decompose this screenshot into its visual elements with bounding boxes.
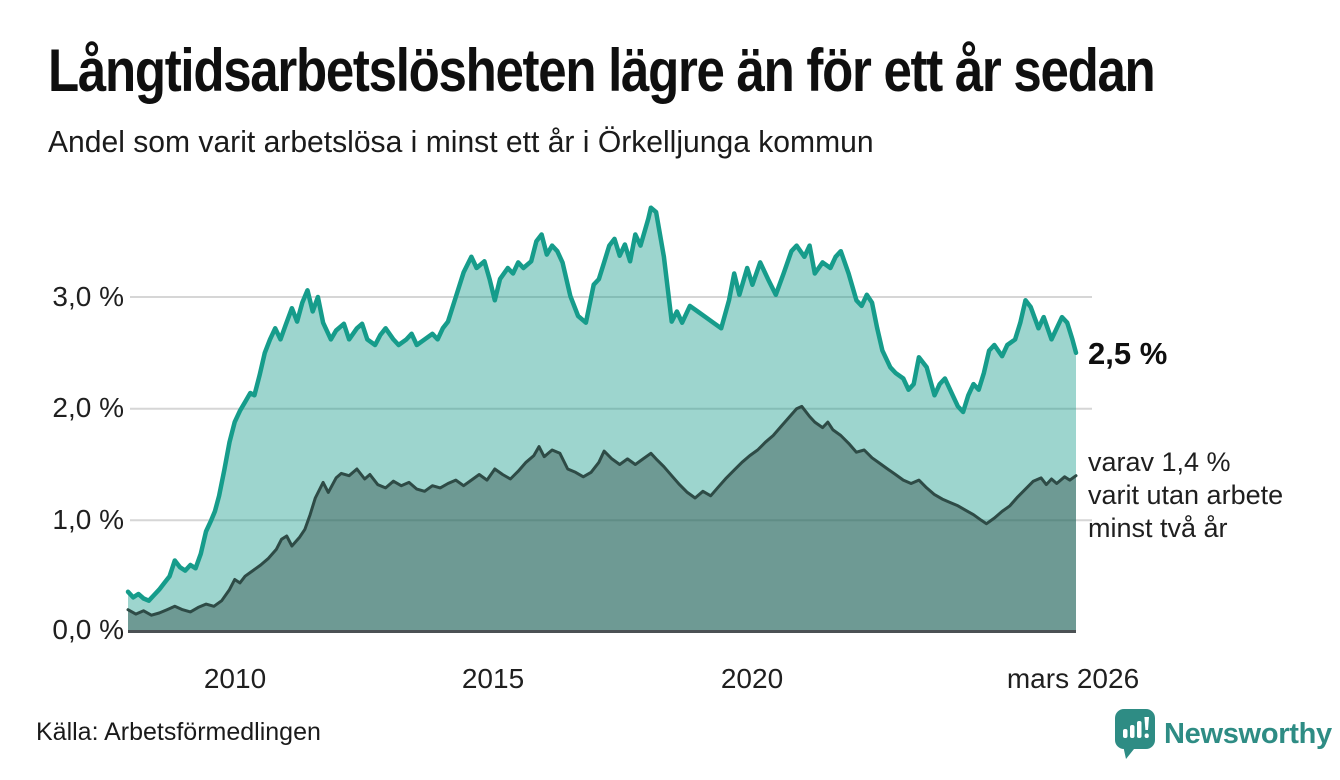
page-subtitle: Andel som varit arbetslösa i minst ett å… bbox=[48, 124, 874, 159]
line-minst-tva-ar bbox=[126, 404, 1078, 617]
x-tick-mars-2026: mars 2026 bbox=[1006, 663, 1140, 694]
area-minst-tva-ar bbox=[128, 406, 1076, 632]
line-minst-ett-ar bbox=[125, 205, 1079, 603]
y-tick-2: 2,0 % bbox=[52, 392, 124, 423]
y-tick-0: 0,0 % bbox=[52, 614, 124, 645]
page-title: Långtidsarbetslösheten lägre än för ett … bbox=[48, 37, 1156, 104]
area-minst-ett-ar bbox=[128, 207, 1076, 632]
x-tick-2015: 2015 bbox=[461, 663, 525, 694]
x-tick-2010: 2010 bbox=[203, 663, 267, 694]
newsworthy-wordmark: Newsworthy bbox=[1164, 717, 1332, 750]
secondary-value-label: varav 1,4 % varit utan arbete minst två … bbox=[1088, 447, 1284, 543]
newsworthy-logo[interactable]: Newsworthy bbox=[1114, 708, 1332, 760]
newsworthy-bubble-chart-icon bbox=[1115, 709, 1155, 759]
latest-value-label: 2,5 % bbox=[1088, 336, 1168, 371]
gridlines bbox=[130, 296, 1092, 522]
y-tick-3: 3,0 % bbox=[52, 281, 124, 312]
y-tick-1: 1,0 % bbox=[52, 504, 124, 535]
source-credit: Källa: Arbetsförmedlingen bbox=[36, 718, 321, 746]
x-tick-2020: 2020 bbox=[720, 663, 784, 694]
